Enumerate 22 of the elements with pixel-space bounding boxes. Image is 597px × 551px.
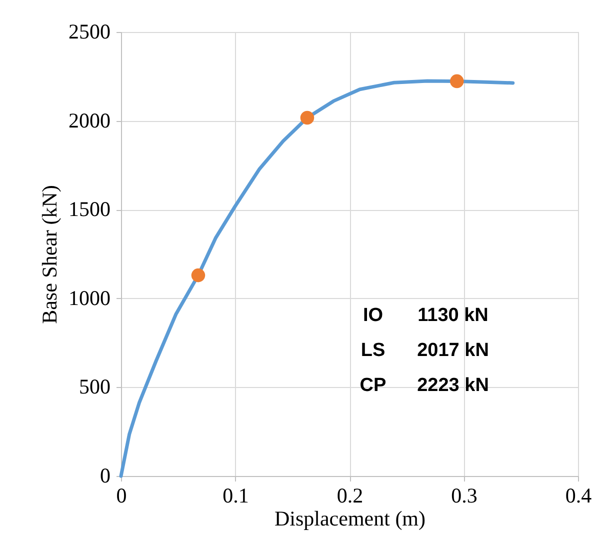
annotation: 1130 kN [418,305,488,326]
x-axis-title: Displacement (m) [274,506,426,530]
y-tick-label: 2000 [68,108,110,132]
point [300,110,314,125]
x-tick-label: 0.1 [222,484,249,508]
point [191,268,206,282]
y-tick-label: 1000 [68,286,110,310]
y-tick-label: 2500 [68,20,110,44]
annotation: LS [360,340,386,361]
annotation: IO [362,305,384,326]
x-tick-label: 0.2 [336,484,364,508]
y-axis-title: Base Shear (kN) [38,185,62,324]
y-tick-label: 0 [100,464,110,488]
y-tick-label: 1500 [68,197,110,222]
annotation: CP [360,375,387,396]
annotation: 2017 kN [417,340,489,361]
y-tick-label: 500 [79,374,110,399]
point [450,74,464,88]
x-tick-label: 0.4 [565,484,592,508]
annotation: 2223 kN [417,375,489,396]
x-tick-label: 0 [116,484,127,508]
x-tick-label: 0.3 [451,484,478,508]
